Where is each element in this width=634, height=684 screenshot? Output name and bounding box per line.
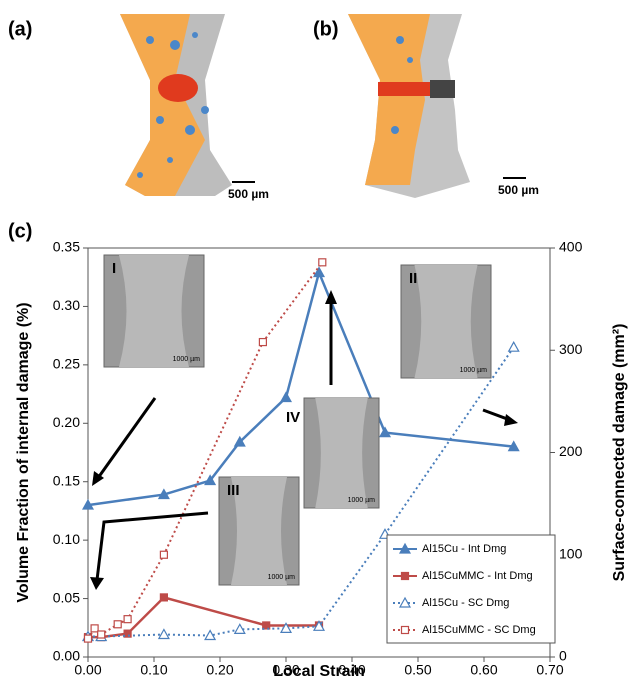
marker <box>400 571 410 581</box>
x-axis-title: Local Strain <box>273 663 365 679</box>
marker <box>81 498 95 510</box>
legend-box <box>386 534 556 644</box>
marker <box>312 620 326 631</box>
marker <box>159 593 168 602</box>
marker <box>123 629 132 638</box>
panel-label: (c) <box>8 220 32 242</box>
inset-scale: 1000 µm <box>460 367 488 374</box>
y2-tick-label: 100 <box>559 545 583 561</box>
y-tick-label: 0.00 <box>53 648 80 664</box>
marker <box>400 625 410 635</box>
marker <box>312 266 326 278</box>
marker <box>157 628 170 640</box>
specimen-shape <box>414 265 478 378</box>
x-tick-label: 0.70 <box>536 662 563 678</box>
marker <box>318 258 327 267</box>
marker <box>233 623 246 634</box>
x-tick-label: 0.30 <box>272 662 299 678</box>
marker <box>157 488 170 500</box>
y2-tick-label: 0 <box>559 648 567 664</box>
y-tick-label: 0.25 <box>53 356 80 372</box>
y2-axis-title: Surface-connected damage (mm²) <box>611 324 628 582</box>
scale-label: 500 µm <box>228 187 269 201</box>
scale-label: 500 µm <box>498 183 539 197</box>
y-tick-label: 0.35 <box>53 239 80 255</box>
legend-label: Al15Cu - SC Dmg <box>422 597 509 609</box>
x-tick-label: 0.60 <box>470 662 497 678</box>
marker <box>97 630 106 639</box>
inset-label: III <box>227 482 240 499</box>
marker <box>123 615 132 624</box>
marker <box>159 550 168 559</box>
marker <box>262 621 271 630</box>
marker <box>258 337 267 347</box>
series-line <box>87 261 324 640</box>
y-tick-label: 0.10 <box>53 531 80 547</box>
y-tick-label: 0.15 <box>53 472 80 488</box>
y-axis-title: Volume Fraction of internal damage (%) <box>15 302 32 602</box>
marker <box>233 435 246 447</box>
y2-tick-label: 400 <box>559 239 583 255</box>
marker <box>507 440 520 452</box>
specimen-shape <box>119 255 189 367</box>
marker <box>398 542 412 554</box>
inset-scale: 1000 µm <box>173 356 201 363</box>
inset-label: IV <box>286 409 300 426</box>
specimen-a <box>120 14 232 196</box>
marker <box>204 474 217 486</box>
specimen-b <box>348 14 470 198</box>
marker <box>398 596 412 608</box>
marker <box>204 629 217 641</box>
x-tick-label: 0.20 <box>206 662 233 678</box>
x-tick-label: 0.40 <box>338 662 365 678</box>
y-tick-label: 0.30 <box>53 297 80 313</box>
arrowheads <box>90 290 518 590</box>
panel-label: (b) <box>313 18 339 40</box>
inset-label: II <box>409 270 417 287</box>
x-tick-label: 0.00 <box>74 662 101 678</box>
marker <box>90 624 99 633</box>
marker <box>113 620 122 629</box>
legend-label: Al15CuMMC - Int Dmg <box>422 570 533 582</box>
legend-label: Al15CuMMC - SC Dmg <box>422 624 536 636</box>
marker <box>507 340 520 352</box>
marker <box>279 622 293 633</box>
legend-label: Al15Cu - Int Dmg <box>422 543 506 555</box>
inset-scale: 1000 µm <box>268 574 296 581</box>
marker <box>378 426 392 438</box>
inset-label: I <box>112 260 116 277</box>
specimen-shape <box>315 398 368 508</box>
x-tick-label: 0.50 <box>404 662 431 678</box>
y-tick-label: 0.20 <box>53 414 80 430</box>
inset-scale: 1000 µm <box>348 497 376 504</box>
marker <box>279 391 293 403</box>
panel-label: (a) <box>8 18 32 40</box>
x-tick-label: 0.10 <box>140 662 167 678</box>
y-tick-label: 0.05 <box>53 589 80 605</box>
y2-tick-label: 300 <box>559 341 583 357</box>
y2-tick-label: 200 <box>559 443 583 459</box>
marker <box>83 634 93 643</box>
specimen-shape <box>231 477 287 585</box>
